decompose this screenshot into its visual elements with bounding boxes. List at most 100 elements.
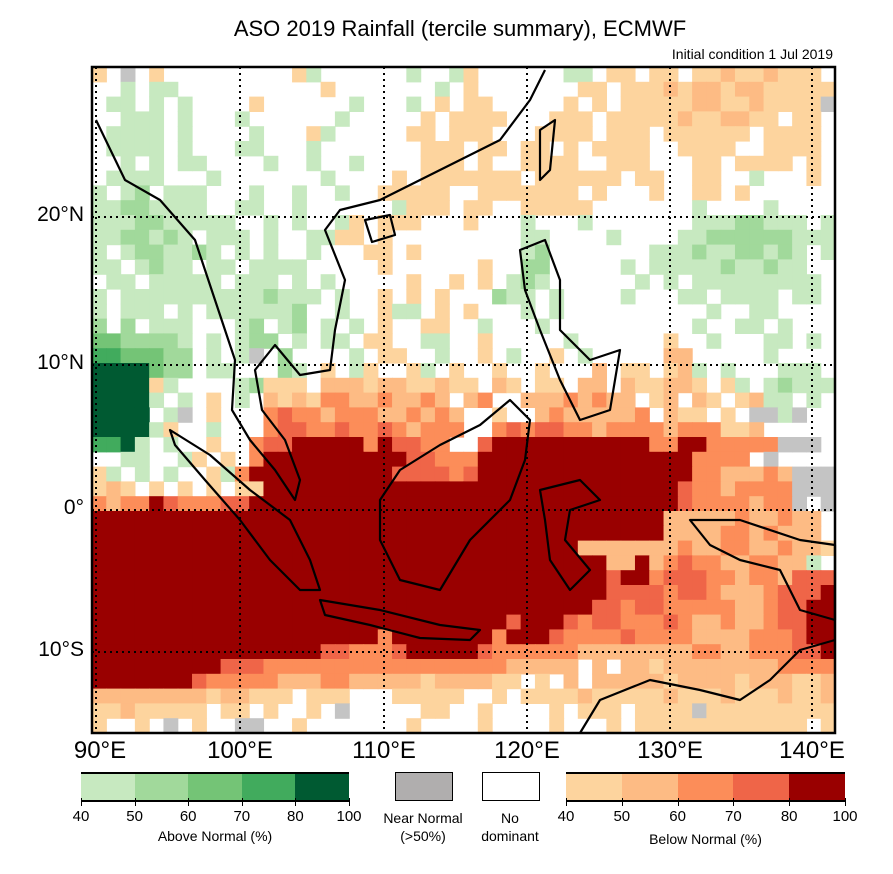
- grid-cell: [149, 259, 165, 275]
- grid-cell: [534, 274, 550, 290]
- coastline-philippines: [518, 238, 622, 422]
- grid-cell: [292, 599, 307, 616]
- grid-cell: [734, 525, 750, 542]
- grid-cell: [363, 481, 379, 497]
- grid-cell: [677, 585, 693, 601]
- grid-cell: [420, 185, 436, 201]
- grid-cell: [206, 496, 222, 512]
- grid-cell: [206, 599, 222, 616]
- grid-cell: [320, 525, 336, 542]
- grid-cell: [406, 599, 422, 616]
- grid-cell: [649, 392, 665, 408]
- grid-cell: [249, 259, 265, 275]
- grid-cell: [463, 451, 479, 468]
- grid-cell: [306, 703, 322, 719]
- grid-cell: [377, 422, 393, 438]
- grid-cell: [563, 126, 579, 142]
- grid-cell: [320, 422, 336, 438]
- grid-cell: [792, 96, 808, 112]
- grid-cell: [706, 570, 722, 586]
- grid-cell: [534, 511, 550, 527]
- grid-cell: [163, 673, 179, 690]
- grid-cell: [563, 466, 579, 482]
- grid-cell: [177, 229, 193, 246]
- grid-cell: [492, 466, 507, 482]
- grid-cell: [492, 451, 507, 468]
- grid-cell: [349, 377, 365, 394]
- grid-cell: [620, 289, 636, 305]
- grid-cell: [534, 451, 550, 468]
- grid-cell: [420, 570, 436, 586]
- grid-cell: [520, 392, 536, 408]
- grid-cell: [777, 333, 793, 349]
- grid-cell: [706, 629, 722, 645]
- grid-cell: [792, 229, 808, 246]
- grid-cell: [534, 437, 550, 453]
- grid-cell: [406, 437, 422, 453]
- grid-cell: [449, 466, 465, 482]
- grid-cell: [706, 126, 722, 142]
- grid-cell: [777, 244, 793, 260]
- grid-cell: [692, 289, 708, 305]
- grid-cell: [777, 392, 793, 408]
- grid-cell: [763, 511, 779, 527]
- grid-cell: [249, 599, 265, 616]
- grid-cell: [263, 629, 279, 645]
- grid-cell: [792, 111, 808, 127]
- grid-cell: [234, 599, 250, 616]
- grid-cell: [163, 540, 179, 556]
- grid-cell: [706, 333, 722, 349]
- grid-cell: [320, 170, 336, 186]
- grid-cell: [749, 318, 765, 334]
- grid-cell: [692, 688, 708, 704]
- grid-cell: [334, 585, 350, 601]
- grid-cell: [120, 377, 136, 394]
- grid-cell: [149, 525, 165, 542]
- grid-cell: [392, 673, 407, 690]
- grid-cell: [349, 511, 365, 527]
- grid-cell: [706, 511, 722, 527]
- grid-cell: [149, 244, 165, 260]
- grid-cell: [449, 629, 465, 645]
- grid-cell: [592, 614, 607, 630]
- grid-cell: [263, 303, 279, 320]
- grid-cell: [349, 363, 365, 379]
- grid-cell: [477, 718, 493, 734]
- grid-cell: [220, 215, 236, 231]
- colorbar-tick: [621, 798, 623, 806]
- grid-cell: [592, 185, 607, 201]
- grid-cell: [149, 170, 165, 186]
- grid-cell: [206, 422, 222, 438]
- grid-cell: [720, 377, 736, 394]
- grid-cell: [206, 525, 222, 542]
- grid-cell: [634, 422, 650, 438]
- grid-cell: [92, 599, 107, 616]
- grid-cell: [763, 540, 779, 556]
- grid-cell: [663, 451, 679, 468]
- grid-cell: [306, 673, 322, 690]
- grid-cell: [692, 215, 708, 231]
- grid-cell: [134, 451, 150, 468]
- grid-cell: [106, 688, 122, 704]
- grid-cell: [577, 466, 593, 482]
- grid-cell: [392, 422, 407, 438]
- grid-cell: [749, 392, 765, 408]
- grid-cell: [706, 170, 722, 186]
- grid-cell: [620, 673, 636, 690]
- grid-cell: [192, 185, 207, 201]
- grid-cell: [649, 451, 665, 468]
- grid-cell: [734, 67, 750, 83]
- grid-cell: [206, 363, 222, 379]
- grid-cell: [149, 644, 165, 660]
- grid-cell: [334, 229, 350, 246]
- grid-cell: [549, 303, 565, 320]
- grid-cell: [763, 599, 779, 616]
- grid-cell: [206, 215, 222, 231]
- grid-cell: [163, 703, 179, 719]
- grid-cell: [106, 496, 122, 512]
- grid-cell: [577, 511, 593, 527]
- grid-cell: [606, 437, 622, 453]
- grid-cell: [463, 555, 479, 571]
- grid-cell: [563, 170, 579, 186]
- grid-cell: [334, 377, 350, 394]
